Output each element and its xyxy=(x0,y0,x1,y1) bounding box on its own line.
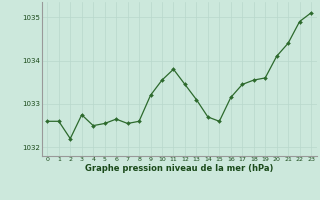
X-axis label: Graphe pression niveau de la mer (hPa): Graphe pression niveau de la mer (hPa) xyxy=(85,164,273,173)
